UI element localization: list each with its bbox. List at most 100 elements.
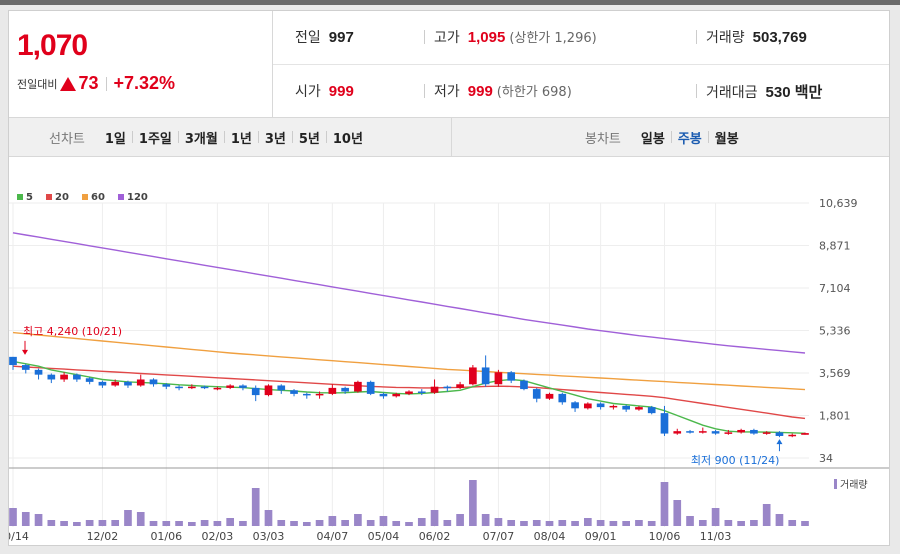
candle-body — [762, 432, 771, 434]
volume-bar — [34, 514, 43, 526]
candle-monthly[interactable]: 월봉 — [714, 131, 739, 147]
candle-body — [801, 433, 809, 435]
volume-bar — [277, 520, 286, 526]
ma5-line — [12, 360, 806, 434]
period-5y[interactable]: 5년 — [298, 131, 320, 147]
legend-swatch-60 — [82, 194, 88, 200]
volume-bar — [264, 510, 273, 526]
volume-bar — [9, 508, 17, 526]
candle-body — [188, 386, 196, 389]
volume-bar — [596, 520, 605, 526]
candle-body — [354, 381, 362, 392]
volume-bar — [315, 520, 324, 526]
volume-bar — [341, 520, 349, 526]
prev-close-value: 997 — [328, 29, 354, 46]
chart-toolbar: 선차트 1일 1주일 3개월 1년 3년 5년 10년 봉차트 일봉 주봉 월봉 — [9, 118, 889, 157]
volume-bar — [571, 521, 579, 526]
period-divider — [291, 131, 293, 143]
candle-body — [788, 434, 797, 437]
period-3y[interactable]: 3년 — [264, 131, 286, 147]
candle-body — [711, 431, 720, 434]
period-10y[interactable]: 10년 — [332, 131, 363, 147]
volume-bar — [481, 514, 490, 526]
volume-bar — [200, 520, 209, 526]
trade-value-label: 거래대금 — [706, 85, 758, 101]
volume-bar — [801, 521, 809, 526]
candle-body — [239, 385, 247, 388]
y-tick-label: 3,569 — [819, 367, 851, 380]
candle-body — [481, 367, 490, 385]
candle-body — [21, 365, 30, 370]
candle-body — [392, 393, 401, 397]
period-1y[interactable]: 1년 — [230, 131, 252, 147]
period-3m[interactable]: 3개월 — [184, 131, 218, 147]
change-row: 전일대비 73 +7.32% — [17, 73, 175, 94]
cell-divider — [424, 30, 425, 44]
volume-label: 거래량 — [706, 30, 745, 46]
x-tick-label: 01/06 — [150, 530, 182, 543]
ma120-line — [12, 232, 806, 354]
period-1d[interactable]: 1일 — [104, 131, 126, 147]
open-value: 999 — [328, 83, 354, 100]
candle-body — [85, 378, 94, 382]
legend-label-5: 5 — [26, 192, 33, 203]
x-tick-label: 09/01 — [585, 530, 617, 543]
candle-body — [251, 387, 260, 396]
candle-daily[interactable]: 일봉 — [640, 131, 665, 147]
period-divider — [325, 131, 327, 143]
change-percent: +7.32% — [113, 73, 176, 93]
candle-body — [596, 403, 605, 408]
candle-body — [673, 431, 682, 434]
volume-bar — [469, 480, 477, 526]
period-divider — [707, 131, 709, 143]
legend-label-60: 60 — [91, 192, 105, 203]
candle-body — [456, 384, 464, 388]
cell-divider — [424, 84, 425, 98]
candle-body — [417, 391, 426, 393]
candle-body — [60, 374, 68, 380]
volume-bar — [762, 504, 771, 526]
x-tick-label: 10/06 — [649, 530, 681, 543]
volume-bar — [456, 514, 464, 526]
x-tick-label: 12/02 — [87, 530, 119, 543]
quote-header: 1,070 전일대비 73 +7.32% 전일 997 고가 1,095 (상한가 1… — [9, 11, 889, 118]
upper-limit: (상한가 1,296) — [509, 31, 597, 46]
trade-value-cell: 거래대금 530 백만 — [706, 81, 822, 102]
high-cell: 고가 1,095 (상한가 1,296) — [434, 27, 597, 47]
period-1w[interactable]: 1주일 — [138, 131, 172, 147]
candle-body — [775, 432, 784, 436]
candle-body — [737, 429, 745, 433]
volume-bar — [175, 521, 183, 526]
y-tick-label: 1,801 — [819, 410, 851, 423]
volume-bar — [47, 520, 56, 526]
period-divider — [223, 131, 225, 143]
volume-cell: 거래량 503,769 — [706, 27, 807, 47]
lower-limit: (하한가 698) — [496, 85, 572, 100]
candle-body — [532, 389, 541, 399]
volume-bar — [392, 521, 401, 526]
x-tick-label: 11/03 — [700, 530, 732, 543]
ma20-line — [12, 365, 806, 420]
high-value: 1,095 — [467, 29, 506, 46]
candle-body — [226, 385, 234, 388]
volume-bar — [290, 521, 298, 526]
price-chart[interactable]: 5 20 60 120 10,639 8,871 7,104 5,336 3,569 1,801 3… — [9, 157, 889, 545]
volume-bar — [226, 518, 234, 526]
x-tick-label: 08/04 — [534, 530, 566, 543]
candle-weekly[interactable]: 주봉 — [677, 131, 702, 147]
candle-body — [149, 379, 158, 385]
volume-bar — [494, 518, 503, 526]
volume-value: 503,769 — [752, 29, 807, 46]
y-tick-label: 8,871 — [819, 240, 851, 253]
candle-body — [175, 386, 183, 389]
volume-legend-swatch — [834, 479, 837, 489]
x-tick-label: 02/03 — [202, 530, 234, 543]
candle-body — [136, 379, 145, 386]
volume-bar — [443, 520, 452, 526]
volume-bar — [111, 520, 120, 526]
volume-bar — [149, 521, 158, 526]
period-divider — [257, 131, 259, 143]
price-box: 1,070 전일대비 73 +7.32% — [9, 11, 273, 117]
candle-body — [264, 385, 273, 396]
line-chart-periods: 선차트 1일 1주일 3개월 1년 3년 5년 10년 — [49, 118, 369, 156]
